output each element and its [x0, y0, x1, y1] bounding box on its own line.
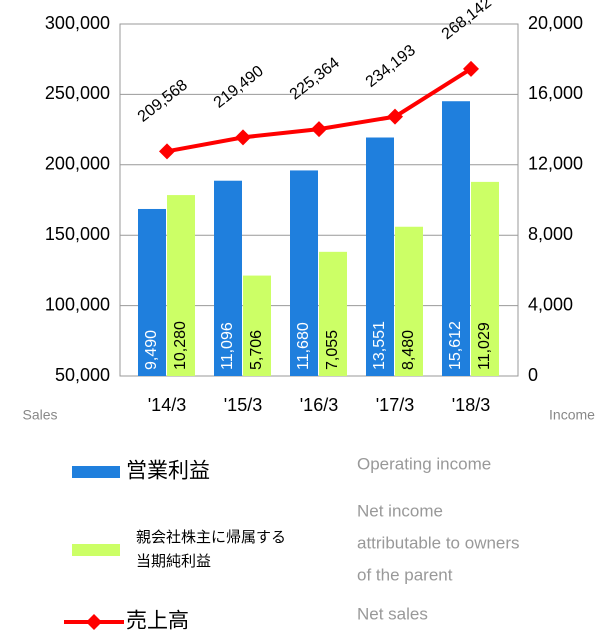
x-tick-label: '17/3: [376, 395, 414, 415]
bar: [214, 180, 242, 376]
y-tick-label: 100,000: [45, 294, 110, 314]
x-tick-label: '16/3: [300, 395, 338, 415]
bar: [167, 195, 195, 376]
y2-tick-label: 4,000: [528, 294, 573, 314]
line-label: 225,364: [287, 54, 343, 103]
bar: [471, 181, 499, 376]
legend-description: attributable to owners: [357, 533, 520, 552]
y2-axis-label: Income: [549, 407, 595, 423]
bar-label: 9,490: [143, 330, 160, 370]
y-tick-label: 300,000: [45, 13, 110, 33]
legend-swatch: [86, 614, 102, 630]
x-tick-label: '18/3: [452, 395, 490, 415]
line-marker: [159, 143, 175, 160]
bar-label: 10,280: [172, 321, 189, 370]
bar-label: 8,480: [400, 330, 417, 370]
x-tick-label: '14/3: [148, 395, 186, 415]
y2-tick-label: 0: [528, 365, 538, 385]
legend-label: 親会社株主に帰属する当期純利益: [136, 528, 286, 570]
legend-description: Net sales: [357, 604, 428, 623]
y-tick-label: 200,000: [45, 154, 110, 174]
bar: [395, 226, 423, 376]
y-tick-label: 250,000: [45, 83, 110, 103]
line-label: 268,142: [439, 0, 495, 43]
bar-label: 5,706: [248, 330, 265, 370]
legend-label: 売上高: [126, 610, 189, 633]
bar: [290, 170, 318, 376]
legend-label-line: 親会社株主に帰属する: [136, 528, 286, 546]
line-marker: [235, 129, 251, 146]
bar-label: 13,551: [371, 321, 388, 370]
line-marker: [311, 121, 327, 138]
legend-description: of the parent: [357, 565, 453, 584]
x-tick-label: '15/3: [224, 395, 262, 415]
line-marker: [463, 60, 479, 77]
legend-description: Operating income: [357, 454, 491, 473]
bar-label: 11,680: [295, 322, 312, 370]
line-label: 234,193: [363, 42, 419, 91]
bar-label: 7,055: [324, 330, 341, 370]
y2-tick-label: 16,000: [528, 83, 583, 103]
bar: [319, 251, 347, 376]
bar: [366, 137, 394, 376]
legend-swatch: [72, 466, 120, 478]
bar-label: 11,096: [219, 322, 236, 370]
legend-label: 営業利益: [126, 460, 210, 483]
y2-tick-label: 12,000: [528, 154, 583, 174]
legend-description: Net income: [357, 501, 443, 520]
bar: [243, 275, 271, 376]
y2-tick-label: 20,000: [528, 13, 583, 33]
bar: [442, 101, 470, 377]
line-label: 219,490: [211, 63, 267, 112]
y-tick-label: 50,000: [55, 365, 110, 385]
legend-label-line: 当期純利益: [136, 553, 211, 570]
line-marker: [387, 108, 403, 125]
bar-label: 15,612: [447, 321, 464, 370]
bar: [138, 208, 166, 376]
bar-label: 11,029: [476, 322, 493, 370]
line-label: 209,568: [135, 77, 191, 126]
y-axis-label: Sales: [22, 407, 57, 423]
legend-swatch: [72, 544, 120, 556]
y2-tick-label: 8,000: [528, 224, 573, 244]
y-tick-label: 150,000: [45, 224, 110, 244]
